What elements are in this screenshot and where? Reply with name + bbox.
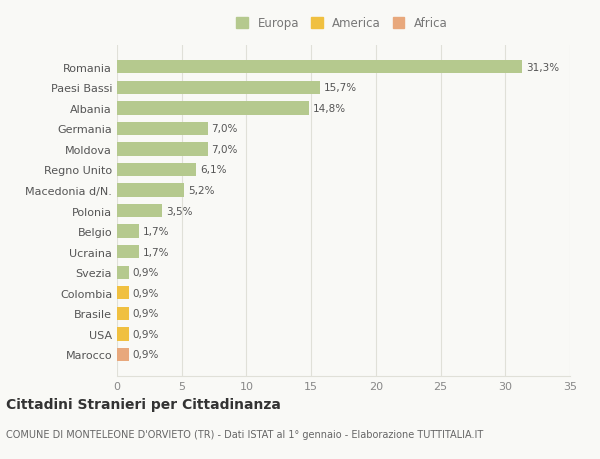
Bar	[117, 81, 320, 95]
Legend: Europa, America, Africa: Europa, America, Africa	[236, 17, 448, 30]
Text: 14,8%: 14,8%	[313, 104, 346, 113]
Text: 15,7%: 15,7%	[324, 83, 357, 93]
Bar	[117, 204, 162, 218]
Text: 7,0%: 7,0%	[211, 145, 238, 155]
Bar	[117, 348, 128, 361]
Bar	[117, 225, 139, 238]
Bar	[117, 307, 128, 320]
Text: 1,7%: 1,7%	[143, 227, 169, 237]
Bar	[117, 286, 128, 300]
Bar	[117, 143, 208, 156]
Bar	[117, 102, 308, 115]
Text: COMUNE DI MONTELEONE D'ORVIETO (TR) - Dati ISTAT al 1° gennaio - Elaborazione TU: COMUNE DI MONTELEONE D'ORVIETO (TR) - Da…	[6, 429, 483, 439]
Text: 6,1%: 6,1%	[200, 165, 226, 175]
Bar	[117, 123, 208, 136]
Text: 31,3%: 31,3%	[526, 62, 559, 73]
Bar	[117, 184, 184, 197]
Text: 7,0%: 7,0%	[211, 124, 238, 134]
Text: Cittadini Stranieri per Cittadinanza: Cittadini Stranieri per Cittadinanza	[6, 397, 281, 411]
Text: 1,7%: 1,7%	[143, 247, 169, 257]
Text: 0,9%: 0,9%	[133, 309, 159, 319]
Text: 3,5%: 3,5%	[166, 206, 193, 216]
Bar	[117, 163, 196, 177]
Bar	[117, 246, 139, 259]
Bar	[117, 328, 128, 341]
Text: 0,9%: 0,9%	[133, 268, 159, 278]
Text: 5,2%: 5,2%	[188, 185, 215, 196]
Bar	[117, 61, 522, 74]
Text: 0,9%: 0,9%	[133, 350, 159, 360]
Bar	[117, 266, 128, 280]
Text: 0,9%: 0,9%	[133, 329, 159, 339]
Text: 0,9%: 0,9%	[133, 288, 159, 298]
